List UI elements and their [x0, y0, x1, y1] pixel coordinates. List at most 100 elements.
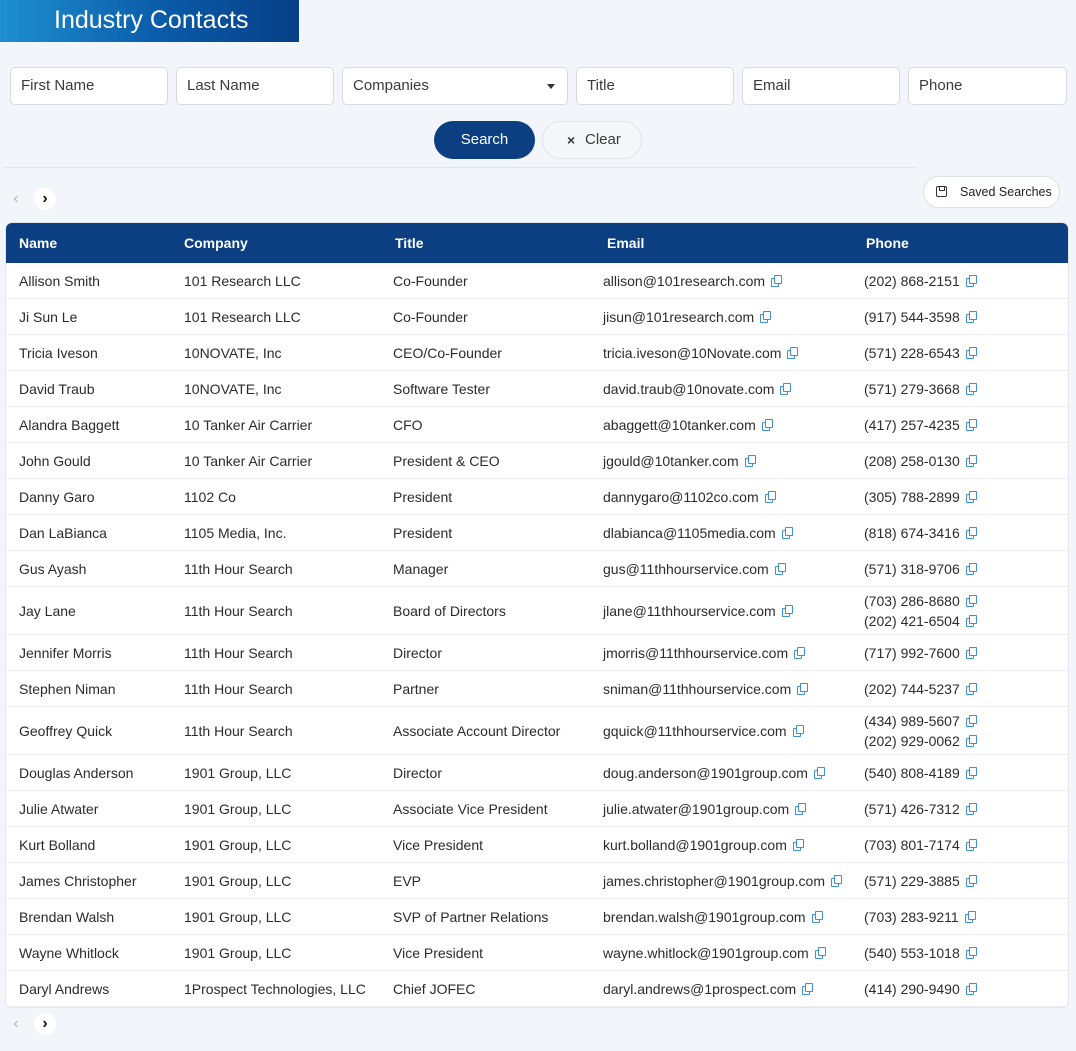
copy-icon[interactable]: [965, 683, 977, 695]
copy-icon[interactable]: [813, 767, 825, 779]
table-row[interactable]: Alandra Baggett 10 Tanker Air Carrier CFO a…: [6, 407, 1068, 443]
copy-icon[interactable]: [965, 647, 977, 659]
contact-email-text[interactable]: dlabianca@1105media.com: [603, 524, 776, 541]
copy-icon[interactable]: [764, 491, 776, 503]
copy-icon[interactable]: [795, 803, 807, 815]
table-row[interactable]: Daryl Andrews 1Prospect Technologies, LLC…: [6, 971, 1068, 1007]
copy-icon[interactable]: [965, 491, 977, 503]
contact-phone-text[interactable]: (414) 290-9490: [864, 980, 960, 997]
contact-email-text[interactable]: tricia.iveson@10Novate.com: [603, 344, 782, 361]
chevron-left-icon[interactable]: ‹: [13, 190, 19, 207]
table-row[interactable]: John Gould 10 Tanker Air Carrier President…: [6, 443, 1068, 479]
table-row[interactable]: Stephen Niman 11th Hour Search Partner snim…: [6, 671, 1068, 707]
copy-icon[interactable]: [965, 715, 977, 727]
contact-phone-text[interactable]: (571) 229-3885: [864, 872, 960, 889]
copy-icon[interactable]: [744, 455, 756, 467]
contact-email-text[interactable]: jlane@11thhourservice.com: [603, 602, 776, 619]
copy-icon[interactable]: [965, 803, 977, 815]
contact-email-text[interactable]: allison@101research.com: [603, 272, 766, 289]
contact-phone-text[interactable]: (703) 286-8680: [864, 592, 960, 609]
copy-icon[interactable]: [965, 767, 977, 779]
contact-email-text[interactable]: brendan.walsh@1901group.com: [603, 908, 806, 925]
saved-searches-button[interactable]: Saved Searches: [923, 176, 1060, 208]
contact-email-text[interactable]: david.traub@10novate.com: [603, 380, 775, 397]
copy-icon[interactable]: [964, 911, 976, 923]
copy-icon[interactable]: [965, 275, 977, 287]
copy-icon[interactable]: [965, 563, 977, 575]
column-header-phone[interactable]: Phone: [866, 235, 909, 251]
contact-phone-text[interactable]: (417) 257-4235: [864, 416, 960, 433]
copy-icon[interactable]: [965, 875, 977, 887]
table-row[interactable]: Jay Lane 11th Hour Search Board of Directo…: [6, 587, 1068, 635]
copy-icon[interactable]: [965, 615, 977, 627]
copy-icon[interactable]: [761, 419, 773, 431]
copy-icon[interactable]: [965, 347, 977, 359]
contact-phone-text[interactable]: (571) 318-9706: [864, 560, 960, 577]
table-row[interactable]: Julie Atwater 1901 Group, LLC Associate Vi…: [6, 791, 1068, 827]
copy-icon[interactable]: [771, 275, 783, 287]
table-row[interactable]: Jennifer Morris 11th Hour Search Director j…: [6, 635, 1068, 671]
contact-email-text[interactable]: jmorris@11thhourservice.com: [603, 644, 789, 661]
contact-phone-text[interactable]: (703) 283-9211: [864, 908, 959, 925]
contact-phone-text[interactable]: (571) 279-3668: [864, 380, 960, 397]
contact-email-text[interactable]: jisun@101research.com: [603, 308, 755, 325]
copy-icon[interactable]: [792, 725, 804, 737]
companies-select[interactable]: Companies: [342, 67, 568, 105]
contact-phone-text[interactable]: (818) 674-3416: [864, 524, 960, 541]
table-row[interactable]: Wayne Whitlock 1901 Group, LLC Vice Presid…: [6, 935, 1068, 971]
table-row[interactable]: David Traub 10NOVATE, Inc Software Tester d…: [6, 371, 1068, 407]
contact-email-text[interactable]: kurt.bolland@1901group.com: [603, 836, 787, 853]
copy-icon[interactable]: [965, 839, 977, 851]
copy-icon[interactable]: [965, 455, 977, 467]
copy-icon[interactable]: [965, 595, 977, 607]
table-row[interactable]: Douglas Anderson 1901 Group, LLC Director d…: [6, 755, 1068, 791]
column-header-title[interactable]: Title: [395, 235, 424, 251]
copy-icon[interactable]: [965, 735, 977, 747]
contact-phone-text[interactable]: (202) 868-2151: [864, 272, 960, 289]
contact-email-text[interactable]: doug.anderson@1901group.com: [603, 764, 808, 781]
contact-phone-text[interactable]: (208) 258-0130: [864, 452, 960, 469]
copy-icon[interactable]: [831, 875, 842, 887]
copy-icon[interactable]: [787, 347, 799, 359]
contact-phone-text[interactable]: (571) 228-6543: [864, 344, 960, 361]
search-button[interactable]: Search: [434, 121, 535, 159]
table-row[interactable]: Kurt Bolland 1901 Group, LLC Vice Presiden…: [6, 827, 1068, 863]
copy-icon[interactable]: [760, 311, 772, 323]
table-row[interactable]: James Christopher 1901 Group, LLC EVP james…: [6, 863, 1068, 899]
contact-phone-text[interactable]: (703) 801-7174: [864, 836, 960, 853]
copy-icon[interactable]: [780, 383, 792, 395]
contact-email-text[interactable]: abaggett@10tanker.com: [603, 416, 756, 433]
copy-icon[interactable]: [797, 683, 809, 695]
column-header-email[interactable]: Email: [607, 235, 645, 251]
table-row[interactable]: Dan LaBianca 1105 Media, Inc. President dla…: [6, 515, 1068, 551]
table-row[interactable]: Geoffrey Quick 11th Hour Search Associate …: [6, 707, 1068, 755]
copy-icon[interactable]: [781, 527, 793, 539]
contact-email-text[interactable]: dannygaro@1102co.com: [603, 488, 759, 505]
table-row[interactable]: Ji Sun Le 101 Research LLC Co-Founder jisun…: [6, 299, 1068, 335]
contact-phone-text[interactable]: (202) 929-0062: [864, 732, 960, 749]
email-input[interactable]: Email: [742, 67, 900, 105]
contact-phone-text[interactable]: (202) 744-5237: [864, 680, 960, 697]
chevron-right-icon[interactable]: ›: [34, 188, 56, 210]
last-name-input[interactable]: Last Name: [176, 67, 334, 105]
copy-icon[interactable]: [965, 383, 977, 395]
contact-email-text[interactable]: daryl.andrews@1prospect.com: [603, 980, 797, 997]
contact-phone-text[interactable]: (540) 808-4189: [864, 764, 960, 781]
copy-icon[interactable]: [965, 311, 977, 323]
copy-icon[interactable]: [792, 839, 804, 851]
chevron-left-icon[interactable]: ‹: [13, 1015, 19, 1032]
table-row[interactable]: Gus Ayash 11th Hour Search Manager gus@11th…: [6, 551, 1068, 587]
contact-email-text[interactable]: jgould@10tanker.com: [603, 452, 739, 469]
contact-email-text[interactable]: julie.atwater@1901group.com: [603, 800, 790, 817]
contact-phone-text[interactable]: (202) 421-6504: [864, 612, 960, 629]
copy-icon[interactable]: [965, 527, 977, 539]
copy-icon[interactable]: [802, 983, 814, 995]
chevron-right-icon[interactable]: ›: [34, 1013, 56, 1035]
first-name-input[interactable]: First Name: [10, 67, 168, 105]
contact-phone-text[interactable]: (917) 544-3598: [864, 308, 960, 325]
contact-email-text[interactable]: gus@11thhourservice.com: [603, 560, 769, 577]
contact-email-text[interactable]: james.christopher@1901group.com: [603, 872, 825, 889]
copy-icon[interactable]: [774, 563, 786, 575]
table-row[interactable]: Tricia Iveson 10NOVATE, Inc CEO/Co-Founder…: [6, 335, 1068, 371]
copy-icon[interactable]: [965, 983, 977, 995]
